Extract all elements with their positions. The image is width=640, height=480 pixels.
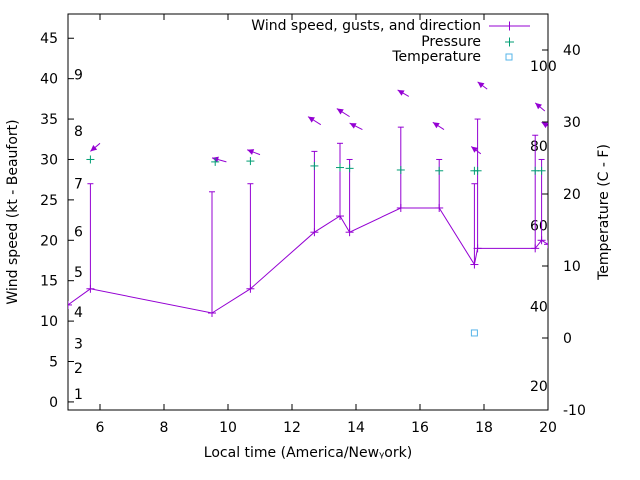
legend-temperature-marker [505,53,513,61]
x-tick-label: 12 [283,420,301,436]
temperature-point [470,329,478,337]
beaufort-label: 3 [74,337,83,353]
x-tick-label: 6 [96,420,105,436]
y-right-tick-label: 30 [563,115,581,131]
wind-direction-arrowhead [471,146,479,153]
fahrenheit-label: 100 [530,59,557,75]
wind-direction-arrowhead [397,89,405,96]
data-series [68,81,548,337]
y-left-tick-label: 15 [40,274,58,290]
legend: Wind speed, gusts, and direction Pressur… [251,18,530,65]
x-axis-label: Local time (America/Newᵧork) [204,445,412,461]
legend-temperature-label: Temperature [391,49,481,65]
wind-speed-line [68,207,548,314]
y-right-tick-label: 10 [563,259,581,275]
x-tick-label: 18 [475,420,493,436]
y-left-tick-label: 45 [40,31,58,47]
y-axis-label-left: Wind speed (kt - Beaufort) [5,119,21,304]
y-left-tick-label: 25 [40,193,58,209]
plot-frame [67,13,549,411]
fahrenheit-label: 20 [530,379,548,395]
x-tick-label: 16 [411,420,429,436]
x-tick-label: 10 [219,420,237,436]
x-tick-label: 20 [539,420,557,436]
wind-direction-arrowhead [535,102,542,110]
beaufort-label: 5 [74,265,83,281]
wind-direction-arrowhead [349,123,357,129]
fahrenheit-label: 80 [530,139,548,155]
x-tick-label: 14 [347,420,365,436]
wind-direction-arrowhead [90,144,98,152]
legend-pressure-label: Pressure [421,34,481,50]
x-tick-label: 8 [160,420,169,436]
y-right-tick-label: 0 [563,331,572,347]
y-axis-label-right: Temperature (C - F) [596,144,612,281]
fahrenheit-label: 40 [530,299,548,315]
beaufort-label: 1 [74,387,83,403]
wind-direction-arrowhead [477,81,485,89]
y-left-tick-label: 10 [40,314,58,330]
beaufort-label: 2 [74,361,83,377]
wind-direction-arrowhead [432,122,440,129]
y-left-tick-label: 0 [49,395,58,411]
y-left-tick-label: 30 [40,152,58,168]
beaufort-label: 4 [74,305,83,321]
y-left-tick-label: 35 [40,112,58,128]
wind-direction-arrowhead [308,116,315,123]
wind-direction-arrowhead [247,149,255,155]
beaufort-label: 9 [74,68,83,84]
wind-direction-arrowhead [541,122,548,129]
beaufort-label: 8 [74,124,83,140]
plot-area-group: 6 8 10 12 14 16 18 20051015202530354045-1001020… [40,13,586,436]
y-left-tick-label: 5 [49,355,58,371]
y-right-tick-label: 20 [563,187,581,203]
y-right-tick-label: 40 [563,43,581,59]
beaufort-label: 7 [74,177,83,193]
fahrenheit-label: 60 [530,219,548,235]
y-right-tick-label: -10 [563,403,586,419]
legend-pressure-marker [505,37,514,47]
beaufort-label: 6 [74,224,83,240]
y-left-tick-label: 40 [40,72,58,88]
wind-direction-arrowhead [336,108,344,115]
axis-ticks: 6 8 10 12 14 16 18 20051015202530354045-1001020… [40,14,586,436]
legend-wind-label: Wind speed, gusts, and direction [251,18,481,34]
y-left-tick-label: 20 [40,233,58,249]
